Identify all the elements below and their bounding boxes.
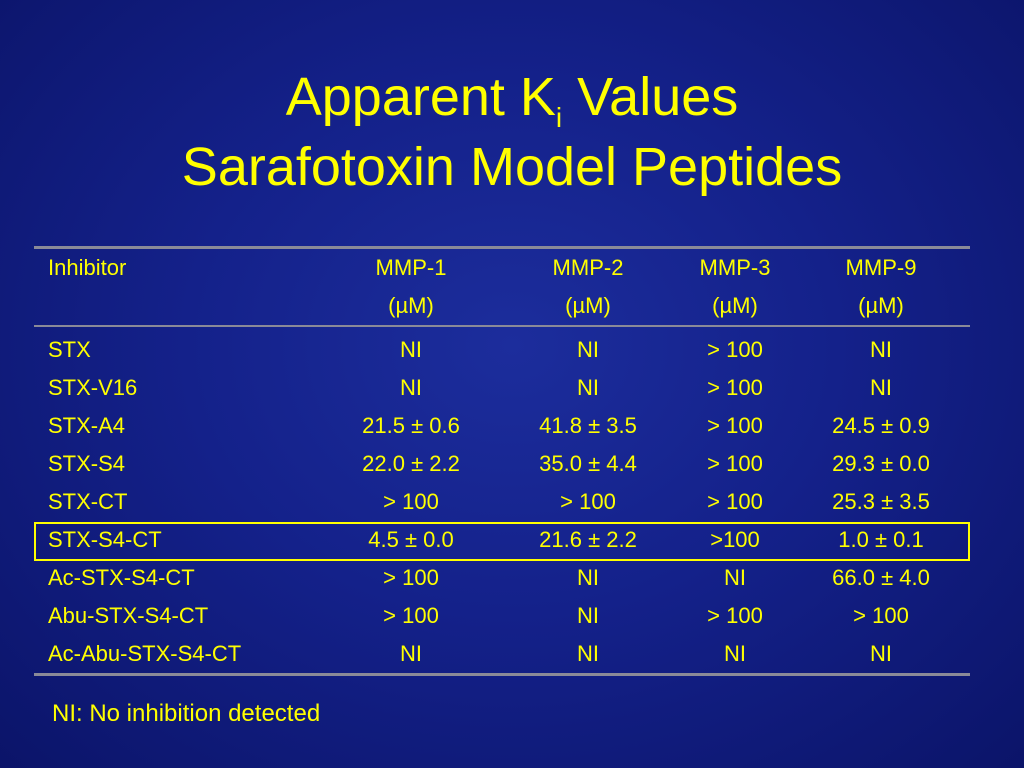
table-row: Ac-Abu-STX-S4-CT NI NI NI NI [34,635,970,675]
mmp1-cell: NI [400,375,422,400]
inhibitor-cell: Ac-Abu-STX-S4-CT [48,641,242,666]
mmp3-cell: > 100 [707,413,763,438]
header-mmp3: MMP-3 [699,255,771,280]
mmp9-cell: 66.0 ± 4.0 [832,565,930,590]
ki-values-table: Inhibitor MMP-1 MMP-2 MMP-3 MMP-9 (µM) (… [34,246,970,676]
header-mmp3-unit: (µM) [678,287,792,327]
title-line-1: Apparent Ki Values [0,62,1024,132]
mmp1-cell: > 100 [383,565,439,590]
table-row: Abu-STX-S4-CT > 100 NI > 100 > 100 [34,597,970,635]
mmp2-cell: NI [577,603,599,628]
table-row: STX-S4 22.0 ± 2.2 35.0 ± 4.4 > 100 29.3 … [34,445,970,483]
mmp1-cell: > 100 [383,489,439,514]
mmp9-cell: 25.3 ± 3.5 [832,489,930,514]
table-row: STX-CT > 100 > 100 > 100 25.3 ± 3.5 [34,483,970,521]
mmp3-cell: > 100 [707,489,763,514]
mmp2-cell: 35.0 ± 4.4 [539,451,637,476]
mmp9-cell: NI [870,641,892,666]
inhibitor-cell: Ac-STX-S4-CT [48,565,195,590]
inhibitor-cell: STX-V16 [48,375,138,400]
table-row: STX-A4 21.5 ± 0.6 41.8 ± 3.5 > 100 24.5 … [34,407,970,445]
mmp2-cell: NI [577,375,599,400]
mmp1-cell: NI [400,337,422,362]
table-row: Ac-STX-S4-CT > 100 NI NI 66.0 ± 4.0 [34,559,970,597]
title-end-text: Values [562,67,739,127]
mmp3-cell: NI [724,565,746,590]
mmp1-cell: > 100 [383,603,439,628]
header-inhibitor: Inhibitor [48,255,127,280]
mmp1-cell: NI [400,641,422,666]
mmp2-cell: 21.6 ± 2.2 [539,527,637,552]
mmp3-cell: >100 [710,527,760,552]
title-main-text: Apparent K [285,67,556,127]
table-row: STX-V16 NI NI > 100 NI [34,369,970,407]
title-subscript: i [555,102,563,133]
mmp3-cell: NI [724,641,746,666]
mmp2-cell: NI [577,641,599,666]
mmp2-cell: NI [577,337,599,362]
inhibitor-cell: STX-S4 [48,451,126,476]
header-mmp2: MMP-2 [552,255,624,280]
inhibitor-cell: STX-A4 [48,413,126,438]
inhibitor-cell: Abu-STX-S4-CT [48,603,209,628]
header-row-2: (µM) (µM) (µM) (µM) [34,287,970,327]
header-mmp9: MMP-9 [845,255,917,280]
header-mmp9-unit: (µM) [792,287,970,327]
slide-title: Apparent Ki Values Sarafotoxin Model Pep… [0,62,1024,202]
header-row-1: Inhibitor MMP-1 MMP-2 MMP-3 MMP-9 [34,248,970,288]
mmp3-cell: > 100 [707,603,763,628]
mmp2-cell: > 100 [560,489,616,514]
mmp3-cell: > 100 [707,337,763,362]
mmp9-cell: 29.3 ± 0.0 [832,451,930,476]
title-line-2: Sarafotoxin Model Peptides [181,137,843,197]
inhibitor-cell: STX-S4-CT [48,527,162,552]
header-mmp1: MMP-1 [375,255,447,280]
header-mmp1-unit: (µM) [324,287,498,327]
mmp9-cell: 24.5 ± 0.9 [832,413,930,438]
mmp2-cell: NI [577,565,599,590]
footnote: NI: No inhibition detected [52,700,321,727]
mmp3-cell: > 100 [707,451,763,476]
mmp2-cell: 41.8 ± 3.5 [539,413,637,438]
ki-values-table-container: Inhibitor MMP-1 MMP-2 MMP-3 MMP-9 (µM) (… [34,246,970,676]
mmp9-cell: NI [870,337,892,362]
inhibitor-cell: STX-CT [48,489,128,514]
header-mmp2-unit: (µM) [498,287,678,327]
table-row: STX NI NI > 100 NI [34,326,970,369]
inhibitor-cell: STX [48,337,91,362]
mmp9-cell: NI [870,375,892,400]
mmp1-cell: 21.5 ± 0.6 [362,413,460,438]
table-row-highlighted: STX-S4-CT 4.5 ± 0.0 21.6 ± 2.2 >100 1.0 … [34,521,970,559]
mmp9-cell: > 100 [853,603,909,628]
mmp1-cell: 22.0 ± 2.2 [362,451,460,476]
mmp9-cell: 1.0 ± 0.1 [838,527,924,552]
mmp3-cell: > 100 [707,375,763,400]
header-inhibitor-unit [34,287,324,327]
mmp1-cell: 4.5 ± 0.0 [368,527,454,552]
